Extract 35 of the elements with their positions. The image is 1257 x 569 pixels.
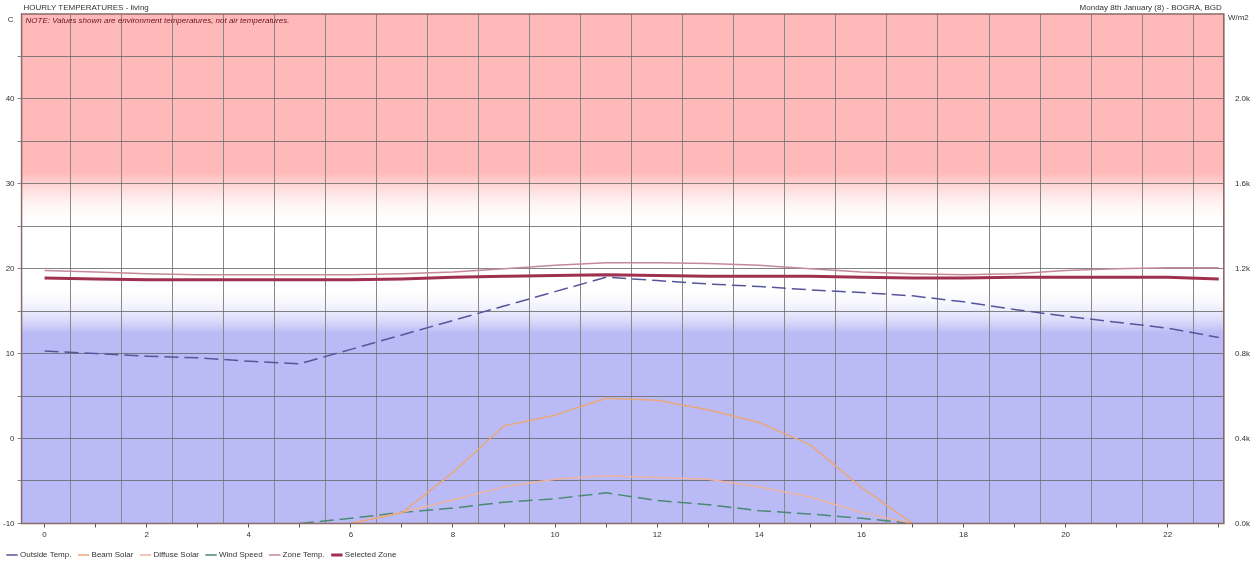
y2-axis-title: W/m2 [1227, 13, 1250, 23]
y-tick-label: 10 [5, 348, 16, 358]
x-tick-label: 8 [450, 530, 456, 540]
x-tick-label: 22 [1163, 530, 1173, 540]
x-tick-label: 4 [246, 530, 252, 540]
y-axis-title: C [7, 15, 14, 25]
legend-label: Zone Temp. [282, 550, 325, 560]
x-tick-label: 18 [959, 530, 969, 540]
y-tick-label: 30 [5, 179, 16, 188]
legend-label: Wind Speed [219, 550, 263, 560]
x-tick-label: 6 [348, 530, 354, 540]
y-tick-label: -10 [3, 518, 16, 528]
line-series [43, 276, 1220, 365]
chart-title: HOURLY TEMPERATURES - living [23, 3, 149, 13]
legend-label: Outside Temp. [20, 550, 72, 560]
y-tick-label: 0 [10, 433, 16, 443]
y2-tick-label: 1.6k [1234, 179, 1251, 188]
x-tick-label: 20 [1061, 530, 1071, 540]
y-tick-label: 20 [5, 263, 16, 273]
y-tick-label: 40 [5, 94, 16, 104]
legend-label: Diffuse Solar [153, 550, 200, 560]
x-tick-label: 10 [550, 530, 561, 540]
x-tick-label: 0 [42, 530, 48, 540]
x-tick-label: 2 [144, 530, 150, 540]
y2-tick-label: 0.8k [1234, 348, 1251, 358]
x-tick-label: 16 [856, 530, 867, 540]
legend-label: Beam Solar [91, 550, 134, 560]
legend-label: Selected Zone [344, 550, 397, 560]
y2-tick-label: 2.0k [1234, 94, 1251, 104]
y2-tick-label: 1.2k [1234, 263, 1251, 273]
x-tick-label: 14 [754, 530, 765, 540]
chart-subtitle: Monday 8th January (8) - BOGRA, BGD [1079, 3, 1223, 13]
x-tick-label: 12 [652, 530, 663, 540]
y2-tick-label: 0.4k [1234, 433, 1251, 443]
y2-tick-label: 0.0k [1234, 518, 1251, 528]
